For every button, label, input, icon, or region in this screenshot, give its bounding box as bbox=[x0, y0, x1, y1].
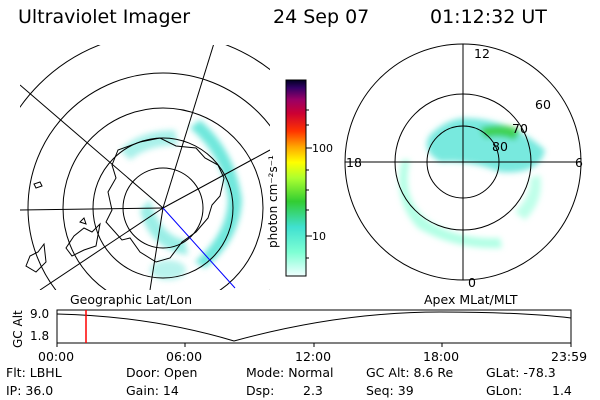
footer-door: Door: Open bbox=[126, 365, 198, 380]
altitude-curve bbox=[56, 311, 572, 342]
altitude-plot bbox=[56, 309, 572, 347]
footer-glat: GLat: -78.3 bbox=[486, 365, 556, 380]
footer-ip: IP: 36.0 bbox=[6, 383, 54, 398]
time-tick-label: 23:59 bbox=[551, 349, 587, 364]
mlt-label-0: 0 bbox=[468, 275, 476, 290]
colorbar-tick-10: 10 bbox=[312, 230, 326, 243]
mlat-label-80: 80 bbox=[492, 139, 508, 154]
altitude-plot-frame bbox=[56, 309, 572, 344]
footer-filter: Flt: LBHL bbox=[6, 365, 62, 380]
latitude-circles bbox=[20, 45, 270, 290]
time-tick-label: 00:00 bbox=[38, 349, 74, 364]
ground-track-line bbox=[162, 207, 236, 289]
aurora-emission-geographic bbox=[120, 120, 242, 280]
altitude-max-label: 9.0 bbox=[30, 307, 49, 321]
mlt-label-6: 6 bbox=[575, 155, 583, 170]
coastline bbox=[25, 137, 225, 273]
time-tick-label: 06:00 bbox=[166, 349, 202, 364]
mlt-label-18: 18 bbox=[346, 155, 362, 170]
time-tick-label: 12:00 bbox=[295, 349, 331, 364]
altitude-axis-label: GC Alt bbox=[11, 310, 25, 348]
footer-seq: Seq: 39 bbox=[366, 383, 414, 398]
image-time: 01:12:32 UT bbox=[430, 6, 547, 28]
colorbar bbox=[285, 79, 307, 277]
footer-dsp-value: 2.3 bbox=[303, 383, 323, 398]
right-map-caption: Apex MLat/MLT bbox=[424, 292, 518, 307]
left-map-caption: Geographic Lat/Lon bbox=[70, 292, 192, 307]
mlt-label-12: 12 bbox=[474, 46, 490, 61]
altitude-min-label: 1.8 bbox=[30, 329, 49, 343]
geographic-map bbox=[20, 45, 270, 290]
meridian-lines bbox=[20, 45, 270, 290]
footer-glon-value: 1.4 bbox=[552, 383, 572, 398]
footer-gc-alt: GC Alt: 8.6 Re bbox=[366, 365, 454, 380]
instrument-title: Ultraviolet Imager bbox=[18, 6, 191, 28]
footer-mode: Mode: Normal bbox=[246, 365, 334, 380]
apex-map bbox=[344, 43, 582, 281]
image-date: 24 Sep 07 bbox=[273, 6, 370, 28]
time-axis-ticks bbox=[56, 343, 572, 347]
footer-dsp-label: Dsp: bbox=[246, 383, 275, 398]
colorbar-ticks bbox=[306, 109, 312, 259]
aurora-emission-apex bbox=[399, 118, 545, 249]
colorbar-unit-label: photon cm⁻²s⁻¹ bbox=[266, 155, 280, 248]
mlat-label-70: 70 bbox=[512, 121, 528, 136]
colorbar-tick-100: 100 bbox=[312, 142, 333, 155]
mlat-label-60: 60 bbox=[535, 97, 551, 112]
footer-glon-label: GLon: bbox=[486, 383, 523, 398]
mlt-axes bbox=[345, 44, 581, 280]
time-tick-label: 18:00 bbox=[423, 349, 459, 364]
footer-gain: Gain: 14 bbox=[126, 383, 179, 398]
